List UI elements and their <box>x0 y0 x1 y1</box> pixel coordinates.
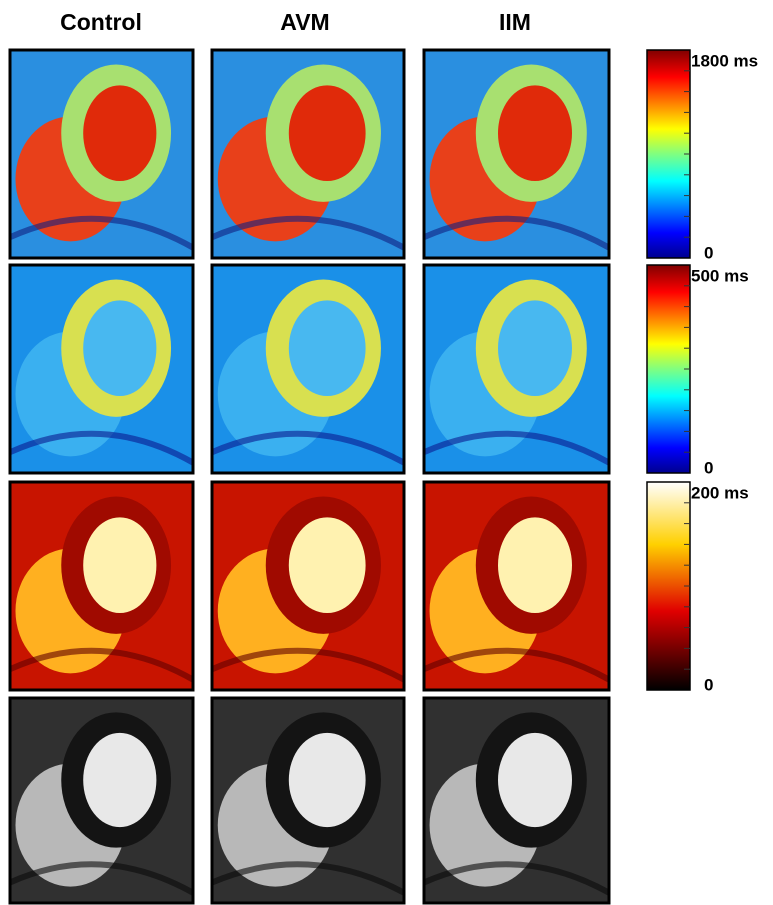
image-panel <box>8 48 195 260</box>
edge-noise <box>422 647 611 683</box>
image-panel <box>422 480 611 692</box>
colorbar-min-label: 0 <box>704 243 713 262</box>
colorbar-min-label: 0 <box>704 675 713 694</box>
column-header: Control <box>60 9 142 35</box>
edge-noise <box>8 430 195 466</box>
panel-frame <box>422 263 611 475</box>
image-panel <box>210 263 406 475</box>
image-panel <box>210 480 406 692</box>
blood-pool <box>288 732 366 828</box>
edge-noise <box>210 861 406 896</box>
image-panel <box>8 480 195 692</box>
edge-noise <box>422 215 611 251</box>
blood-pool <box>83 85 157 182</box>
panel-frame <box>8 263 195 475</box>
colorbar <box>646 481 691 691</box>
edge-noise <box>8 647 195 683</box>
blood-pool <box>498 300 572 397</box>
image-panel <box>422 48 611 260</box>
colorbar-min-label: 0 <box>704 458 713 477</box>
panel-frame <box>8 696 195 905</box>
blood-pool <box>83 300 157 397</box>
blood-pool <box>498 517 572 614</box>
edge-noise <box>8 215 195 251</box>
image-panel <box>422 263 611 475</box>
edge-noise <box>210 647 406 683</box>
panel-frame <box>210 263 406 475</box>
blood-pool <box>498 85 572 182</box>
image-panel <box>8 696 195 905</box>
blood-pool <box>288 517 366 614</box>
panel-frame <box>8 48 195 260</box>
panel-frame <box>210 696 406 905</box>
edge-noise <box>422 430 611 466</box>
panel-frame <box>422 48 611 260</box>
blood-pool <box>288 85 366 182</box>
column-header: AVM <box>280 9 329 35</box>
image-panel <box>210 696 406 905</box>
edge-noise <box>210 215 406 251</box>
panel-frame <box>422 480 611 692</box>
blood-pool <box>83 732 157 828</box>
colorbar <box>646 264 691 474</box>
colorbar <box>646 49 691 259</box>
colorbar-max-label: 1800 ms <box>691 51 758 70</box>
blood-pool <box>498 732 572 828</box>
edge-noise <box>422 861 611 896</box>
panel-frame <box>8 480 195 692</box>
colorbar-max-label: 500 ms <box>691 266 749 285</box>
colorbar-max-label: 200 ms <box>691 483 749 502</box>
image-panel <box>422 696 611 905</box>
edge-noise <box>210 430 406 466</box>
panel-frame <box>422 696 611 905</box>
column-header: IIM <box>499 9 531 35</box>
panel-frame <box>210 48 406 260</box>
blood-pool <box>288 300 366 397</box>
panel-frame <box>210 480 406 692</box>
image-panel <box>210 48 406 260</box>
blood-pool <box>83 517 157 614</box>
image-panel <box>8 263 195 475</box>
edge-noise <box>8 861 195 896</box>
